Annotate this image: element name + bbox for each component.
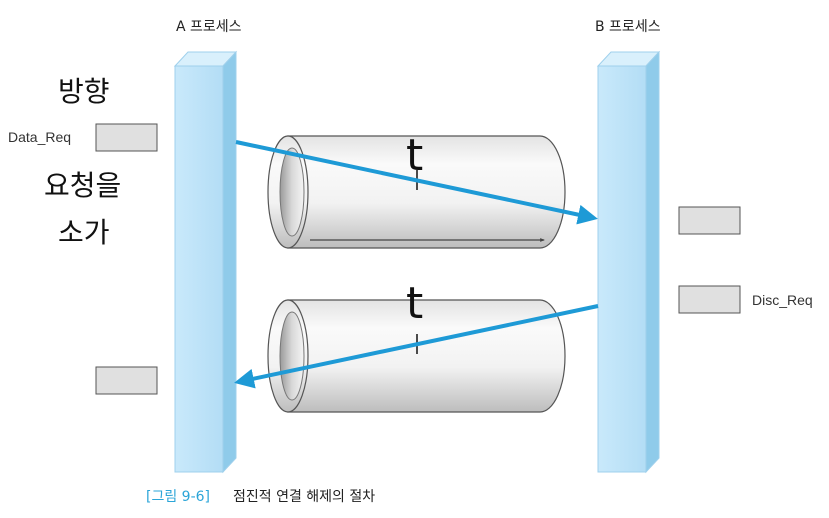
disc-ind-box [95,366,158,395]
side-text-line-2: 요청을 [44,169,121,202]
process-a-bar [173,50,238,474]
data-ind-box [678,206,741,235]
process-b-label: B 프로세스 [595,19,661,35]
disc-req-label: Disc_Req [752,292,813,308]
side-text-line-3: 소가 [58,216,110,249]
data-req-box [95,123,158,152]
top-pipe [267,135,566,249]
data-req-arrow [235,140,598,225]
process-a-label: A 프로세스 [176,19,242,35]
data-req-label: Data_Req [8,129,71,145]
side-text-line-1: 방향 [58,75,110,108]
bottom-pipe-t-label: t [406,278,423,329]
process-b-bar [596,50,661,474]
disc-req-box [678,285,741,314]
figure-caption-ref: [그림 9-6] [146,489,210,505]
top-pipe-t-label: t [406,130,423,181]
figure-caption-title: 점진적 연결 해제의 절차 [233,489,375,505]
disc-req-arrow [234,304,599,389]
